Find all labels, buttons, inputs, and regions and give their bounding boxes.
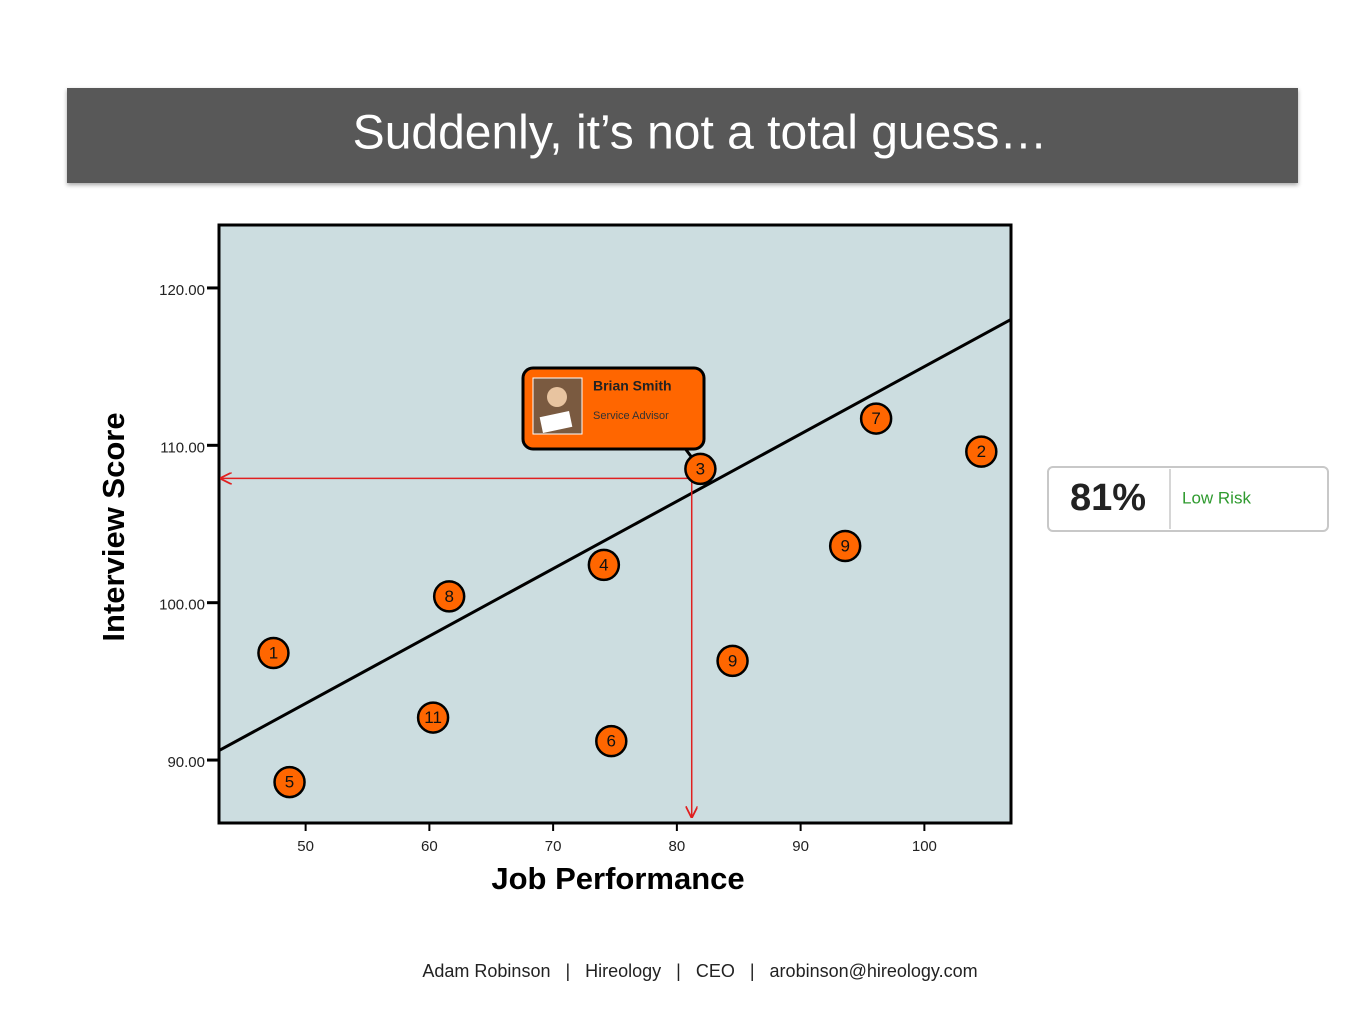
x-tick-label: 70 bbox=[545, 838, 562, 855]
title-bar bbox=[67, 88, 1298, 183]
y-tick-label: 110.00 bbox=[160, 439, 205, 456]
point-label: 8 bbox=[444, 587, 453, 606]
data-point bbox=[965, 435, 998, 468]
data-point bbox=[416, 701, 450, 734]
point-label: 11 bbox=[424, 708, 442, 727]
chart: 90.00 100.00 110.00 120.00 50 60 70 80 90 100 Job … bbox=[96, 223, 1013, 896]
x-tick-label: 80 bbox=[669, 838, 686, 855]
callout-name: Brian Smith bbox=[593, 378, 672, 394]
score-box: 81% Low Risk bbox=[1047, 466, 1329, 532]
footer: Adam Robinson | Hireology | CEO | arobin… bbox=[422, 961, 977, 981]
data-point bbox=[859, 402, 893, 435]
x-tick-label: 100 bbox=[912, 838, 937, 855]
avatar-paper bbox=[539, 411, 573, 433]
point-label: 1 bbox=[269, 644, 278, 663]
data-point bbox=[716, 644, 749, 678]
risk-label: Low Risk bbox=[1182, 488, 1251, 507]
x-tick-label: 60 bbox=[421, 838, 438, 855]
trend-line bbox=[218, 318, 1012, 752]
y-axis-label: Interview Score bbox=[96, 412, 131, 641]
point-label: 9 bbox=[728, 651, 737, 670]
data-point bbox=[432, 580, 466, 613]
callout: Brian Smith Service Advisor bbox=[521, 366, 706, 451]
plot-area bbox=[217, 223, 1013, 825]
data-point bbox=[273, 765, 306, 799]
callout-role: Service Advisor bbox=[593, 410, 669, 422]
data-point bbox=[587, 548, 621, 582]
y-tick-label: 90.00 bbox=[167, 754, 205, 771]
x-tick-label: 90 bbox=[792, 838, 809, 855]
point-label: 6 bbox=[607, 732, 616, 751]
point-label: 7 bbox=[871, 409, 880, 428]
y-tick-label: 120.00 bbox=[159, 282, 205, 299]
y-tick-label: 100.00 bbox=[159, 597, 205, 614]
point-label: 4 bbox=[599, 555, 608, 574]
data-point bbox=[684, 452, 717, 486]
data-point bbox=[595, 724, 628, 758]
slide-title: Suddenly, it’s not a total guess… bbox=[353, 107, 1048, 160]
point-label: 2 bbox=[977, 442, 986, 461]
avatar-head bbox=[547, 387, 567, 407]
x-tick-label: 50 bbox=[297, 838, 314, 855]
score-value: 81% bbox=[1070, 477, 1146, 519]
x-axis-label: Job Performance bbox=[491, 861, 744, 896]
point-label: 5 bbox=[285, 773, 294, 792]
score-box-frame bbox=[1047, 466, 1329, 532]
point-label: 9 bbox=[840, 537, 849, 556]
data-point bbox=[257, 636, 290, 670]
data-point bbox=[828, 529, 862, 563]
point-label: 3 bbox=[696, 459, 705, 478]
